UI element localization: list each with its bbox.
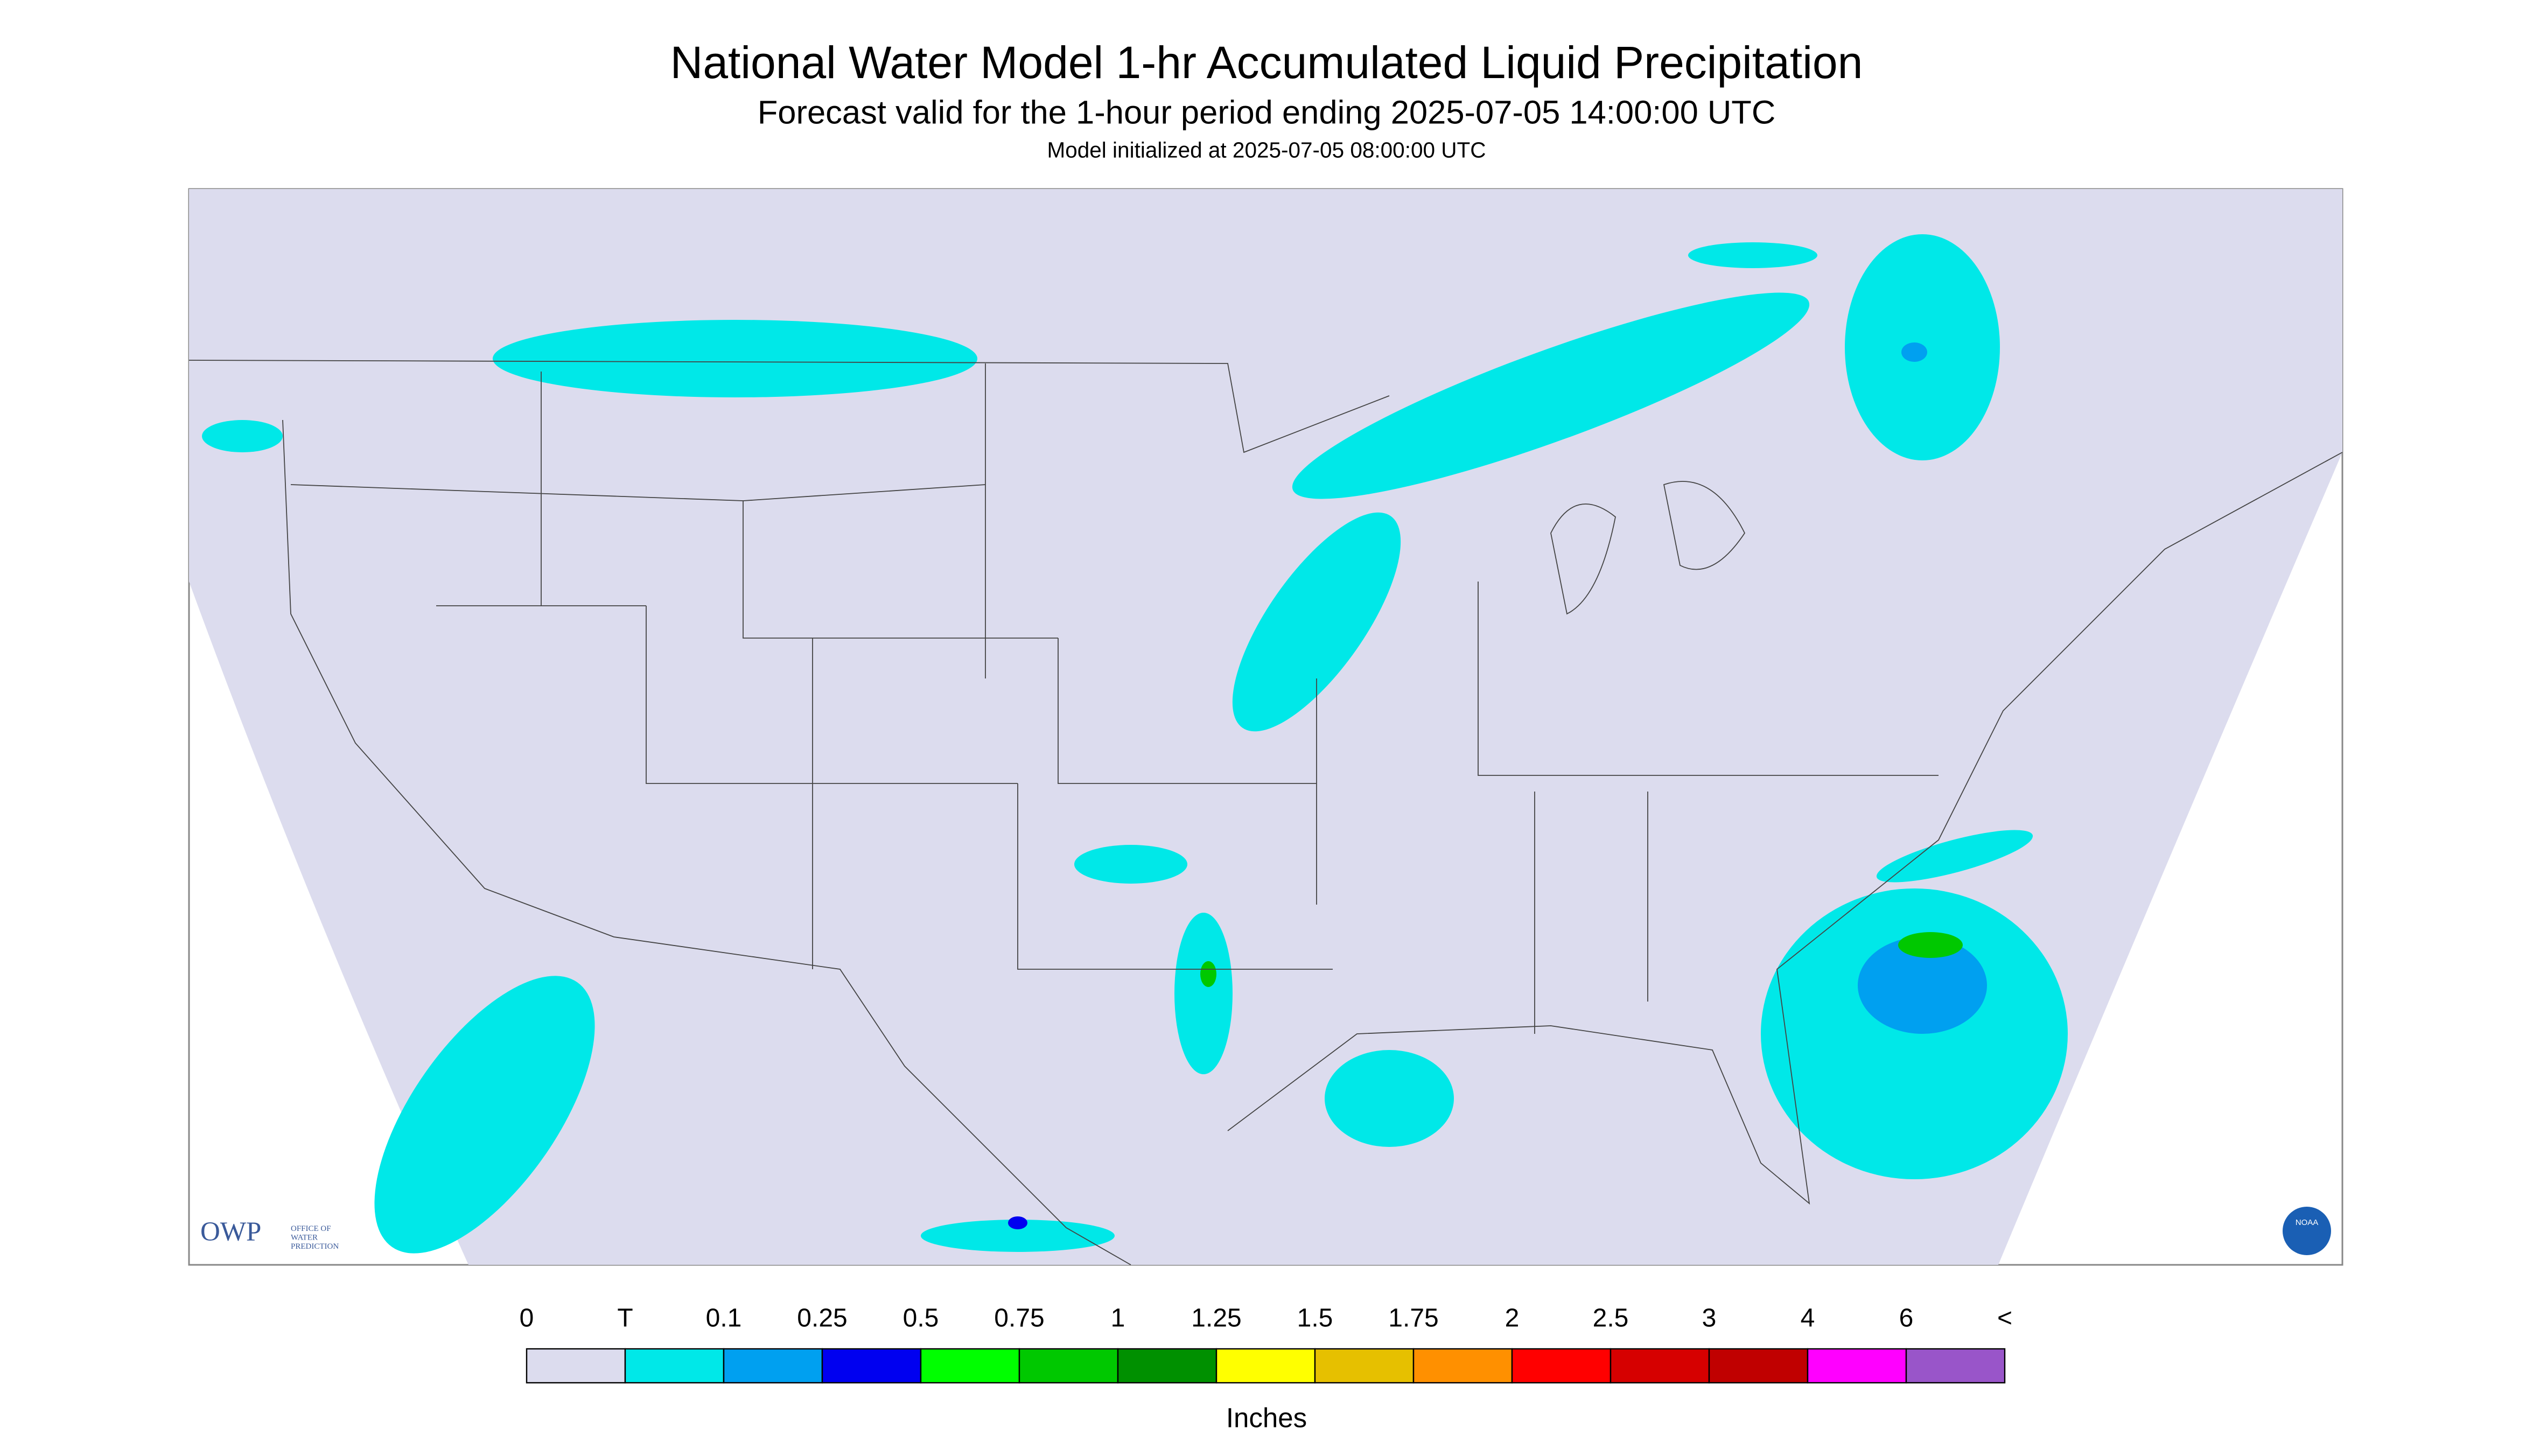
legend-swatch xyxy=(1314,1348,1415,1384)
legend-label: 1.5 xyxy=(1297,1304,1333,1333)
precip xyxy=(202,420,283,453)
legend-swatch xyxy=(1708,1348,1809,1384)
noaa-logo-text: NOAA xyxy=(2296,1218,2319,1227)
legend-swatch xyxy=(1215,1348,1316,1384)
legend-label: 0.75 xyxy=(994,1304,1044,1333)
owp-logo-line: PREDICTION xyxy=(291,1242,339,1251)
precip xyxy=(1325,1050,1454,1147)
precip xyxy=(493,320,977,398)
precip xyxy=(374,976,595,1254)
title: National Water Model 1-hr Accumulated Li… xyxy=(670,37,1863,88)
legend-swatch xyxy=(1117,1348,1217,1384)
border xyxy=(188,360,1390,453)
legend-label: < xyxy=(1997,1304,2012,1333)
legend-swatch xyxy=(1412,1348,1513,1384)
legend-label: 1.25 xyxy=(1191,1304,1241,1333)
legend-swatch xyxy=(1807,1348,1907,1384)
precip xyxy=(1232,512,1401,732)
precip xyxy=(1074,845,1187,884)
precip xyxy=(1008,1216,1027,1230)
legend-label: 2 xyxy=(1505,1304,1520,1333)
precip xyxy=(1858,937,1987,1034)
precip xyxy=(1761,888,2068,1180)
precip xyxy=(1200,961,1216,988)
legend-swatch xyxy=(1511,1348,1612,1384)
legend: 0 T 0.1 0.25 0.5 0.75 1 1.25 1.5 1.75 2 2.5 3 4 6 < xyxy=(520,1304,2012,1384)
precip-areas xyxy=(202,234,2068,1254)
coast xyxy=(282,419,1131,1265)
legend-label: 1 xyxy=(1111,1304,1125,1333)
legend-label: T xyxy=(617,1304,633,1333)
precip xyxy=(1876,830,2033,883)
great-lakes xyxy=(1550,481,1746,615)
init-time: Model initialized at 2025-07-05 08:00:00… xyxy=(1047,138,1486,163)
precip xyxy=(1292,292,1810,499)
legend-label: 1.75 xyxy=(1388,1304,1438,1333)
boundaries xyxy=(188,360,2343,1265)
legend-swatch xyxy=(1018,1348,1119,1384)
legend-label: 0.1 xyxy=(706,1304,742,1333)
owp-logo: OWP xyxy=(200,1217,261,1247)
legend-label: 3 xyxy=(1702,1304,1717,1333)
legend-label: 0 xyxy=(520,1304,534,1333)
legend-swatch xyxy=(723,1348,823,1384)
legend-swatch xyxy=(624,1348,725,1384)
subtitle: Forecast valid for the 1-hour period end… xyxy=(758,94,1776,131)
legend-swatch xyxy=(821,1348,922,1384)
legend-swatch xyxy=(920,1348,1020,1384)
legend-label: 4 xyxy=(1801,1304,1815,1333)
heavy-precip xyxy=(1008,342,1987,1230)
precip xyxy=(1901,342,1927,362)
precip xyxy=(1174,913,1233,1075)
legend-swatch xyxy=(526,1348,626,1384)
legend-label: 0.25 xyxy=(797,1304,847,1333)
legend-label: 6 xyxy=(1899,1304,1914,1333)
owp-logo-line: OFFICE OF xyxy=(291,1224,331,1233)
state-lines xyxy=(290,363,1939,1034)
precip xyxy=(1688,242,1817,269)
precip xyxy=(1898,932,1963,958)
legend-units: Inches xyxy=(1226,1402,1307,1433)
legend-swatch xyxy=(1905,1348,2006,1384)
owp-logo-line: WATER xyxy=(291,1234,318,1242)
noaa-logo xyxy=(2283,1207,2331,1256)
legend-swatch xyxy=(1610,1348,1710,1384)
coast xyxy=(1227,452,2343,1205)
legend-label: 2.5 xyxy=(1593,1304,1629,1333)
legend-label: 0.5 xyxy=(903,1304,939,1333)
